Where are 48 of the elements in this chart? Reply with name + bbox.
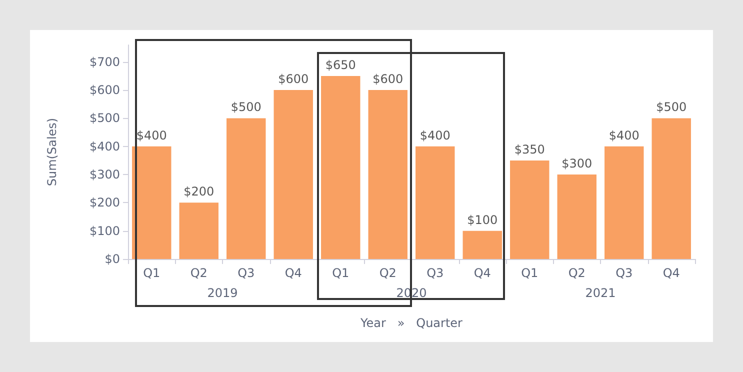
x-tick-label: Q3 <box>616 266 633 280</box>
data-label: $400 <box>136 128 167 142</box>
text: 2019 <box>207 286 238 300</box>
x-tick-label: Q3 <box>426 266 444 280</box>
x-tick-label: Q1 <box>332 266 350 280</box>
data-label: $400 <box>420 128 450 142</box>
x-tick-label: Q2 <box>568 266 586 280</box>
data-label: $300 <box>562 156 592 171</box>
data-label: $650 <box>325 58 356 72</box>
text: 2021 <box>585 286 616 300</box>
data-label: $600 <box>372 72 404 86</box>
y-tick-label: $400 <box>89 139 120 154</box>
y-tick-label: $0 <box>104 252 120 266</box>
x-tick-label: Q2 <box>379 266 396 280</box>
bar <box>321 76 360 259</box>
x-tick-label: Q1 <box>143 266 160 280</box>
data-label: $500 <box>656 100 687 114</box>
data-label: $500 <box>230 100 262 114</box>
bar <box>416 146 455 259</box>
bar <box>179 202 218 259</box>
y-tick-label: $100 <box>89 224 120 238</box>
data-label: $350 <box>514 142 545 156</box>
bar <box>368 90 408 259</box>
bar <box>557 174 596 259</box>
x-tick-label: Q1 <box>521 266 538 280</box>
y-tick-label: $200 <box>89 196 120 210</box>
data-label: $100 <box>467 212 498 227</box>
x-tick-label: Q3 <box>238 266 255 280</box>
bar <box>652 118 691 259</box>
x-tick-label: Q4 <box>474 266 491 280</box>
y-axis-title: Sum(Sales) <box>45 118 59 186</box>
bar <box>604 146 644 259</box>
data-label: $400 <box>608 128 640 142</box>
bar <box>226 118 266 259</box>
bar <box>274 90 313 259</box>
data-label: $200 <box>184 184 214 199</box>
data-label: $600 <box>278 72 309 86</box>
y-tick-label: $300 <box>89 168 120 182</box>
bar <box>510 160 550 259</box>
y-tick-label: $500 <box>89 111 120 126</box>
x-axis-title: Year » Quarter <box>360 316 463 330</box>
x-tick-label: Q2 <box>190 266 208 280</box>
bar <box>132 146 172 259</box>
bar <box>462 230 502 259</box>
x-tick-label: Q4 <box>662 266 680 280</box>
y-tick-label: $600 <box>89 83 120 98</box>
x-tick-label: Q4 <box>284 266 302 280</box>
y-tick-label: $700 <box>89 54 120 69</box>
